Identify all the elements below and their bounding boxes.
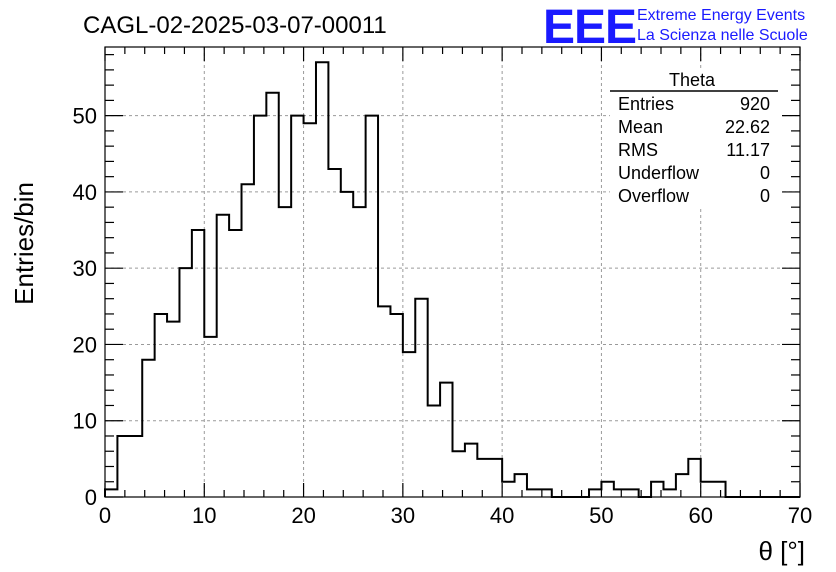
histogram-bin (527, 489, 539, 497)
histogram-bin (676, 474, 688, 497)
histogram-bin (663, 489, 675, 497)
histogram-bin (539, 489, 551, 497)
histogram-bin (415, 299, 427, 497)
eee-logo: EEE Extreme Energy Events La Scienza nel… (543, 1, 808, 54)
y-tick-label: 20 (73, 332, 97, 357)
stats-row-label: Overflow (618, 186, 690, 206)
stats-box-name: Theta (669, 70, 716, 90)
histogram-bin (353, 207, 365, 497)
histogram-bin (117, 436, 129, 497)
x-tick-label: 70 (788, 503, 812, 528)
plot-frame (104, 46, 801, 498)
y-axis-title: Entries/bin (9, 182, 39, 305)
histogram-bin (701, 482, 713, 497)
x-tick-label: 40 (490, 503, 514, 528)
x-tick-label: 60 (688, 503, 712, 528)
x-tick-label: 20 (291, 503, 315, 528)
y-tick-label: 50 (73, 104, 97, 129)
y-tick-labels: 0 10 20 30 40 50 (73, 104, 97, 510)
y-tick-label: 40 (73, 180, 97, 205)
histogram-bin (217, 215, 229, 497)
histogram-bin (651, 482, 663, 497)
histogram-bin (242, 184, 254, 497)
stats-box: Theta Entries 920 Mean 22.62 RMS 11.17 Underfl… (610, 68, 780, 208)
histogram-bin (179, 268, 191, 497)
stats-row-value: 0 (760, 186, 770, 206)
histogram-bin (291, 116, 303, 497)
stats-row-value: 22.62 (725, 117, 770, 137)
y-tick-label: 0 (85, 485, 97, 510)
x-tick-labels: 0 10 20 30 40 50 60 70 (99, 503, 812, 528)
logo-line-1: Extreme Energy Events (637, 7, 805, 24)
histogram-bin (130, 436, 142, 497)
histogram-bin (601, 482, 613, 497)
y-tick-label: 30 (73, 256, 97, 281)
histogram-bin (204, 337, 216, 497)
histogram-bin (515, 474, 527, 497)
x-tick-label: 30 (391, 503, 415, 528)
histogram-bin (229, 230, 241, 497)
stats-row-value: 0 (760, 163, 770, 183)
stats-rows: Entries 920 Mean 22.62 RMS 11.17 Underflow 0 Ove… (618, 94, 770, 206)
histogram-bin (626, 489, 638, 497)
histogram-bin (428, 405, 440, 497)
histogram-bin (502, 482, 514, 497)
histogram-bin (192, 230, 204, 497)
histogram-bin (453, 451, 465, 497)
histogram-bin (589, 489, 601, 497)
stats-row-value: 920 (740, 94, 770, 114)
stats-row-label: RMS (618, 140, 658, 160)
stats-row-label: Underflow (618, 163, 700, 183)
histogram-outline (104, 61, 800, 498)
histogram-bin (328, 169, 340, 497)
histogram-bin (279, 207, 291, 497)
chart-title: CAGL-02-2025-03-07-00011 (83, 12, 387, 39)
x-axis-title: θ [°] (758, 536, 805, 566)
logo-line-2: La Scienza nelle Scuole (637, 27, 808, 44)
y-tick-label: 10 (73, 409, 97, 434)
stats-row-value: 11.17 (726, 140, 770, 160)
histogram-bin (403, 352, 415, 497)
stats-row-label: Entries (618, 94, 674, 114)
histogram-bin (614, 489, 626, 497)
histogram-bin (440, 383, 452, 497)
x-tick-label: 0 (99, 503, 111, 528)
histogram-bin (304, 123, 316, 497)
axis-ticks (104, 47, 801, 498)
histogram-bin (266, 93, 278, 497)
stats-row-label: Mean (618, 117, 663, 137)
histogram-bin (713, 482, 725, 497)
histogram-bin (316, 62, 328, 497)
x-tick-label: 10 (192, 503, 216, 528)
histogram-bin (254, 116, 266, 497)
histogram-bin (142, 360, 154, 497)
logo-letters: EEE (543, 1, 636, 54)
histogram-bin (167, 322, 179, 497)
histogram-bin (378, 306, 390, 497)
histogram-bin (688, 459, 700, 497)
histogram-bin (105, 489, 117, 497)
histogram-bin (490, 459, 502, 497)
x-tick-label: 50 (589, 503, 613, 528)
histogram-bin (155, 314, 167, 497)
histogram-bin (366, 116, 378, 497)
histogram-bin (477, 459, 489, 497)
histogram-bin (390, 314, 402, 497)
histogram-bin (465, 444, 477, 497)
